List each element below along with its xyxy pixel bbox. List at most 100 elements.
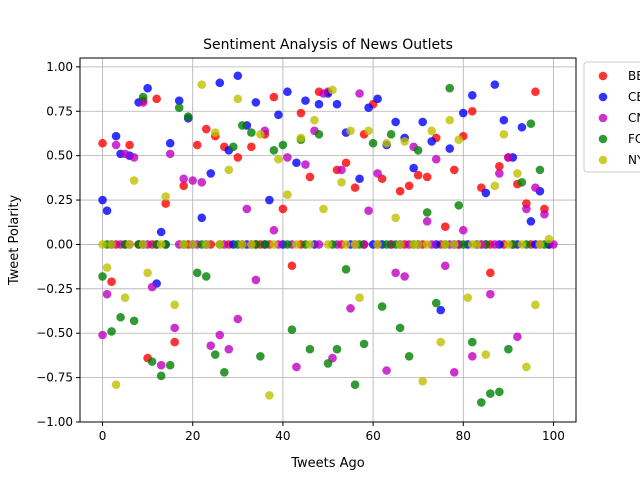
data-point-cnn xyxy=(111,140,121,150)
data-point-nyt xyxy=(544,234,554,244)
data-point-nyt xyxy=(350,240,360,249)
data-point-cnn xyxy=(337,165,346,175)
data-point-fox xyxy=(413,146,423,155)
y-tick-label: −0.25 xyxy=(36,282,73,296)
data-point-fox xyxy=(147,357,157,366)
data-point-bbc xyxy=(192,140,202,150)
data-point-fox xyxy=(260,240,270,249)
data-point-bbc xyxy=(531,87,540,97)
y-tick-label: 0.50 xyxy=(46,149,73,163)
legend-label-cbs: CBS xyxy=(628,90,640,104)
data-point-nyt xyxy=(440,240,450,249)
data-point-nyt xyxy=(337,177,346,187)
data-point-cnn xyxy=(373,169,382,178)
data-point-cbs xyxy=(314,99,324,109)
x-tick-label: 0 xyxy=(99,429,107,443)
data-point-nyt xyxy=(188,240,198,249)
data-point-fox xyxy=(395,323,405,333)
data-point-fox xyxy=(165,360,175,370)
data-point-cnn xyxy=(197,177,207,187)
data-point-bbc xyxy=(152,94,161,104)
data-point-fox xyxy=(323,359,333,368)
data-point-cnn xyxy=(251,275,261,285)
data-point-fox xyxy=(359,339,369,349)
data-point-bbc xyxy=(201,124,211,134)
data-point-bbc xyxy=(107,277,116,287)
data-point-fox xyxy=(445,83,455,93)
data-point-nyt xyxy=(247,240,256,249)
x-tick-label: 60 xyxy=(365,429,380,443)
data-point-cnn xyxy=(504,153,513,162)
data-point-cnn xyxy=(531,183,540,192)
data-point-nyt xyxy=(305,240,315,249)
data-point-fox xyxy=(377,302,387,311)
data-point-cbs xyxy=(98,195,107,205)
data-point-cbs xyxy=(481,188,491,198)
data-point-cnn xyxy=(346,304,355,313)
data-point-fox xyxy=(477,398,486,407)
data-point-cbs xyxy=(499,115,509,125)
data-point-nyt xyxy=(319,204,328,214)
data-point-cbs xyxy=(458,108,468,118)
data-point-cnn xyxy=(301,160,310,169)
data-points xyxy=(98,71,558,407)
data-point-nyt xyxy=(161,192,170,201)
data-point-nyt xyxy=(535,240,545,249)
data-point-cnn xyxy=(355,89,364,98)
x-axis-ticks: 0 20 40 60 80 100 xyxy=(99,422,565,443)
data-point-fox xyxy=(517,177,527,187)
data-point-nyt xyxy=(504,240,513,249)
data-point-cnn xyxy=(179,174,189,184)
data-point-cnn xyxy=(319,89,328,98)
data-point-cbs xyxy=(251,98,261,107)
data-point-cbs xyxy=(265,195,274,205)
data-point-cnn xyxy=(422,217,432,226)
data-point-bbc xyxy=(287,261,297,271)
data-point-cbs xyxy=(197,213,207,223)
data-point-bbc xyxy=(98,138,107,148)
data-point-cbs xyxy=(233,71,243,81)
data-point-cbs xyxy=(143,83,152,93)
legend-label-cnn: CNN xyxy=(628,111,640,125)
data-point-cnn xyxy=(120,149,130,159)
data-point-cnn xyxy=(440,261,450,271)
data-point-nyt xyxy=(296,133,306,143)
data-point-fox xyxy=(341,264,351,274)
data-point-cbs xyxy=(292,158,301,168)
data-point-cbs xyxy=(427,137,437,146)
data-point-cbs xyxy=(274,110,283,120)
data-point-fox xyxy=(238,121,247,130)
data-point-nyt xyxy=(391,213,400,223)
data-point-bbc xyxy=(395,186,405,196)
data-point-bbc xyxy=(495,162,504,171)
x-tick-label: 20 xyxy=(185,429,200,443)
data-point-nyt xyxy=(256,130,265,139)
data-point-fox xyxy=(350,380,360,390)
data-point-cnn xyxy=(449,367,459,377)
legend-marker-cnn xyxy=(598,113,608,123)
legend-box xyxy=(583,61,640,173)
y-tick-label: −0.50 xyxy=(36,326,73,340)
data-point-nyt xyxy=(373,240,382,249)
data-point-nyt xyxy=(341,240,351,249)
data-point-cbs xyxy=(418,117,427,127)
data-point-nyt xyxy=(283,190,292,200)
data-point-fox xyxy=(116,312,125,322)
data-point-cnn xyxy=(314,240,324,249)
data-point-cbs xyxy=(156,227,166,237)
data-point-cnn xyxy=(129,153,139,162)
data-point-bbc xyxy=(125,140,134,150)
data-point-cnn xyxy=(215,330,225,340)
data-point-nyt xyxy=(129,176,139,185)
data-point-cnn xyxy=(98,330,107,340)
data-point-fox xyxy=(287,325,297,334)
data-point-cnn xyxy=(233,314,243,324)
data-point-bbc xyxy=(170,337,179,347)
data-point-fox xyxy=(486,389,495,398)
data-point-nyt xyxy=(422,240,432,249)
data-point-fox xyxy=(283,240,292,249)
data-point-bbc xyxy=(486,268,495,278)
y-axis-title: Tweet Polarity xyxy=(7,195,22,287)
